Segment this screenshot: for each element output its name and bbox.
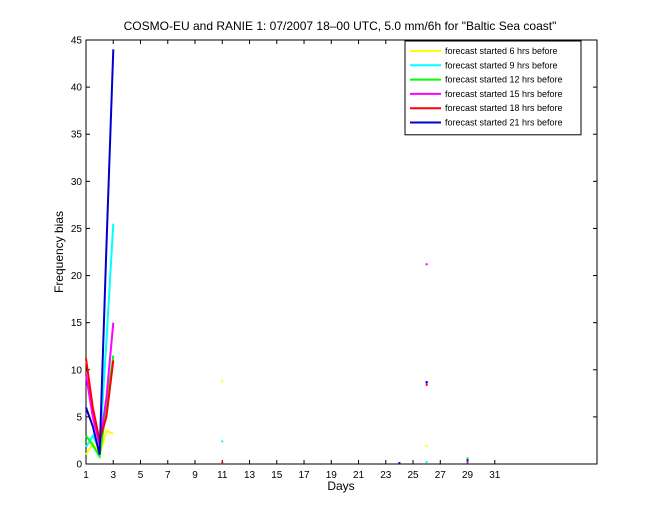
data-point [425,445,428,448]
x-tick-label: 15 [271,470,283,481]
data-point [466,457,469,460]
legend-box [404,40,582,136]
legend-label: forecast started 6 hrs before [445,46,558,56]
data-point [425,381,428,384]
x-tick-label: 17 [298,470,310,481]
y-tick-label: 15 [71,318,83,329]
legend-label: forecast started 12 hrs before [445,75,563,85]
series-layer [85,49,469,465]
legend-label: forecast started 15 hrs before [445,89,563,99]
y-tick-label: 20 [71,271,83,282]
data-point [221,380,224,383]
x-tick-label: 25 [407,470,419,481]
data-point [466,459,469,462]
data-point [221,462,224,465]
x-tick-label: 27 [435,470,447,481]
y-tick-label: 45 [71,36,83,47]
y-tick-label: 10 [71,365,83,376]
x-tick-label: 5 [138,470,144,481]
x-tick-label: 9 [192,470,198,481]
series-6 [85,49,469,465]
legend-label: forecast started 9 hrs before [445,60,558,70]
x-tick-label: 3 [110,470,116,481]
chart-title: COSMO-EU and RANIE 1: 07/2007 18–00 UTC,… [124,19,557,33]
data-point [398,462,401,465]
y-tick-label: 40 [71,83,83,94]
y-tick-label: 5 [76,412,82,423]
y-axis-label: Frequency bias [52,211,66,293]
x-tick-label: 21 [353,470,365,481]
data-point [425,461,428,464]
y-tick-label: 35 [71,130,83,141]
data-point [221,440,224,443]
x-tick-label: 11 [217,470,228,481]
legend-label: forecast started 18 hrs before [445,103,563,113]
x-tick-label: 7 [165,470,171,481]
y-tick-label: 25 [71,224,83,235]
legend-label: forecast started 21 hrs before [445,118,563,128]
data-point [425,263,428,266]
x-tick-label: 1 [83,470,89,481]
x-tick-label: 29 [462,470,474,481]
data-point [425,383,428,386]
y-tick-label: 0 [76,460,82,471]
x-tick-label: 23 [380,470,392,481]
legend: forecast started 6 hrs before forecast st… [404,40,582,136]
series-line [85,49,115,455]
x-axis: 1 3 5 7 9 11 13 15 17 19 21 23 25 27 29 31 [83,40,501,481]
x-tick-label: 19 [326,470,338,481]
data-point [466,461,469,464]
y-axis: 0 5 10 15 20 25 30 35 40 45 [71,36,597,471]
x-tick-label: 13 [244,470,256,481]
x-tick-label: 31 [489,470,501,481]
x-axis-label: Days [327,479,354,493]
y-tick-label: 30 [71,177,83,188]
